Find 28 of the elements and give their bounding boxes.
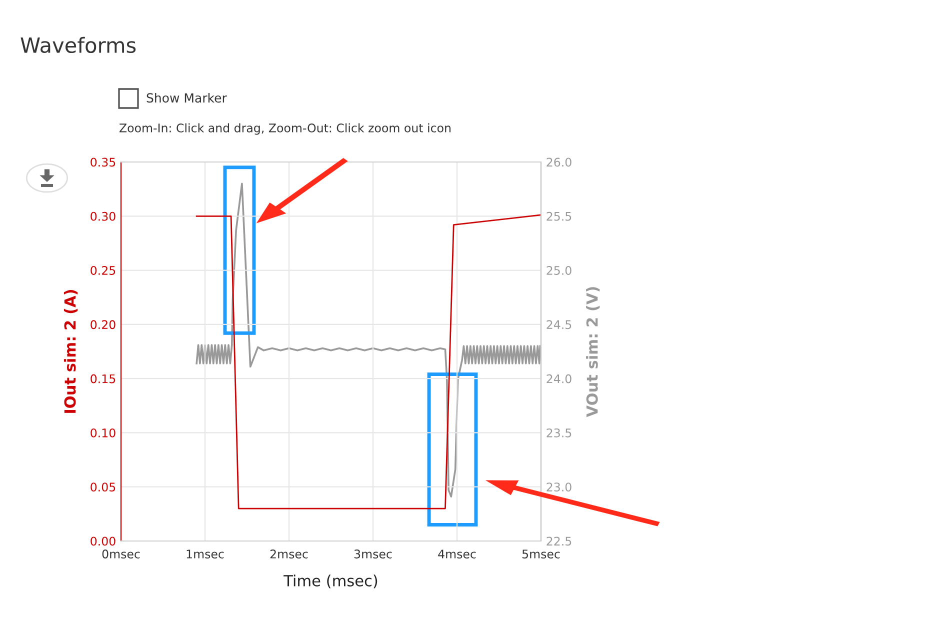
y-tick-label: 0.35 xyxy=(90,158,116,167)
x-tick-label: 5msec xyxy=(522,550,560,558)
y-tick-label: 0.30 xyxy=(90,212,116,221)
x-axis-title: Time (msec) xyxy=(284,574,378,588)
y-tick-label: 0.15 xyxy=(90,374,116,384)
chart-title: Waveforms xyxy=(20,36,136,54)
y-tick-label: 0.00 xyxy=(90,536,116,546)
y-tick-label: 0.25 xyxy=(90,266,116,275)
y2-tick-label: 26.0 xyxy=(546,158,572,167)
y2-tick-label: 25.0 xyxy=(546,266,572,275)
y2-tick-label: 24.5 xyxy=(546,320,572,330)
y-axis-title: IOut sim: 2 (A) xyxy=(64,290,78,413)
y2-axis-title: VOut sim: 2 (V) xyxy=(586,287,600,418)
y2-tick-label: 24.0 xyxy=(546,374,572,384)
text: Show Marker xyxy=(146,92,227,103)
x-tick-label: 0msec xyxy=(102,550,140,558)
y2-tick-label: 25.5 xyxy=(546,212,572,221)
y-tick-label: 0.05 xyxy=(90,482,116,492)
x-tick-label: 4msec xyxy=(438,550,476,558)
text: Zoom-In: Click and drag, Zoom-Out: Click zoom out icon xyxy=(120,123,451,135)
x-tick-label: 3msec xyxy=(354,550,392,558)
y2-tick-label: 23.5 xyxy=(546,428,572,438)
y-tick-label: 0.20 xyxy=(90,320,116,330)
y2-tick-label: 22.5 xyxy=(546,536,572,546)
x-tick-label: 1msec xyxy=(186,550,224,558)
x-tick-label: 2msec xyxy=(270,550,308,558)
y-tick-label: 0.10 xyxy=(90,428,116,438)
y2-tick-label: 23.0 xyxy=(546,482,572,492)
